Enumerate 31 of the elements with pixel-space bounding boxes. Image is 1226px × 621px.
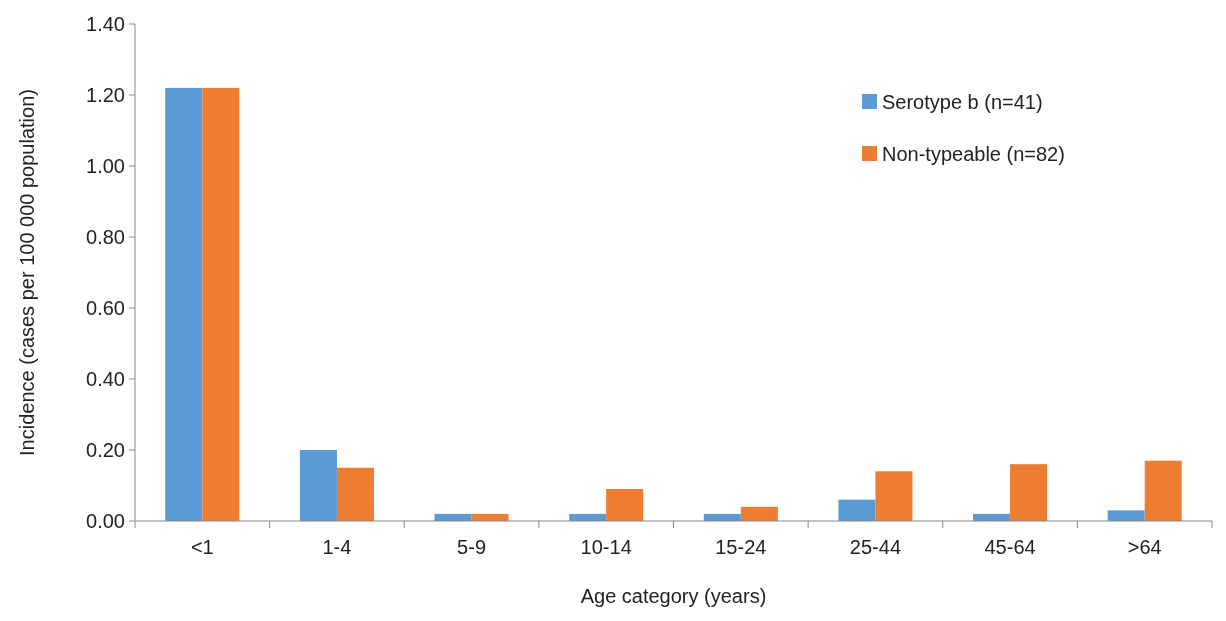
x-tick-label: 45-64 <box>984 536 1036 558</box>
bar <box>1144 460 1182 521</box>
bar <box>1107 510 1145 521</box>
y-tick-label: 0.40 <box>86 368 125 390</box>
y-tick-label: 0.60 <box>86 297 125 319</box>
bar <box>165 87 203 521</box>
x-tick-label: 15-24 <box>715 536 767 558</box>
bar <box>875 471 913 521</box>
legend-label: Non-typeable (n=82) <box>882 143 1065 165</box>
x-tick-label: 1-4 <box>322 536 352 558</box>
y-axis-title: Incidence (cases per 100 000 population) <box>16 89 38 456</box>
x-axis-title: Age category (years) <box>580 585 767 607</box>
legend-label: Serotype b (n=41) <box>882 91 1043 113</box>
y-tick-label: 0.20 <box>86 439 125 461</box>
bar <box>202 87 240 521</box>
y-tick-label: 1.20 <box>86 84 125 106</box>
bar <box>299 450 337 521</box>
y-tick-label: 1.40 <box>86 13 125 35</box>
y-tick-label: 0.80 <box>86 226 125 248</box>
bar <box>740 506 778 521</box>
y-tick-label: 0.00 <box>86 510 125 532</box>
x-tick-label: >64 <box>1127 536 1162 558</box>
bar <box>336 467 374 521</box>
x-tick-label: 25-44 <box>849 536 902 558</box>
x-tick-label: 10-14 <box>580 536 632 558</box>
x-tick-label: <1 <box>190 536 214 558</box>
bar <box>1010 464 1048 521</box>
bar <box>606 489 644 521</box>
x-tick-label: 5-9 <box>457 536 487 558</box>
bar <box>838 499 876 521</box>
y-tick-label: 1.00 <box>86 155 125 177</box>
